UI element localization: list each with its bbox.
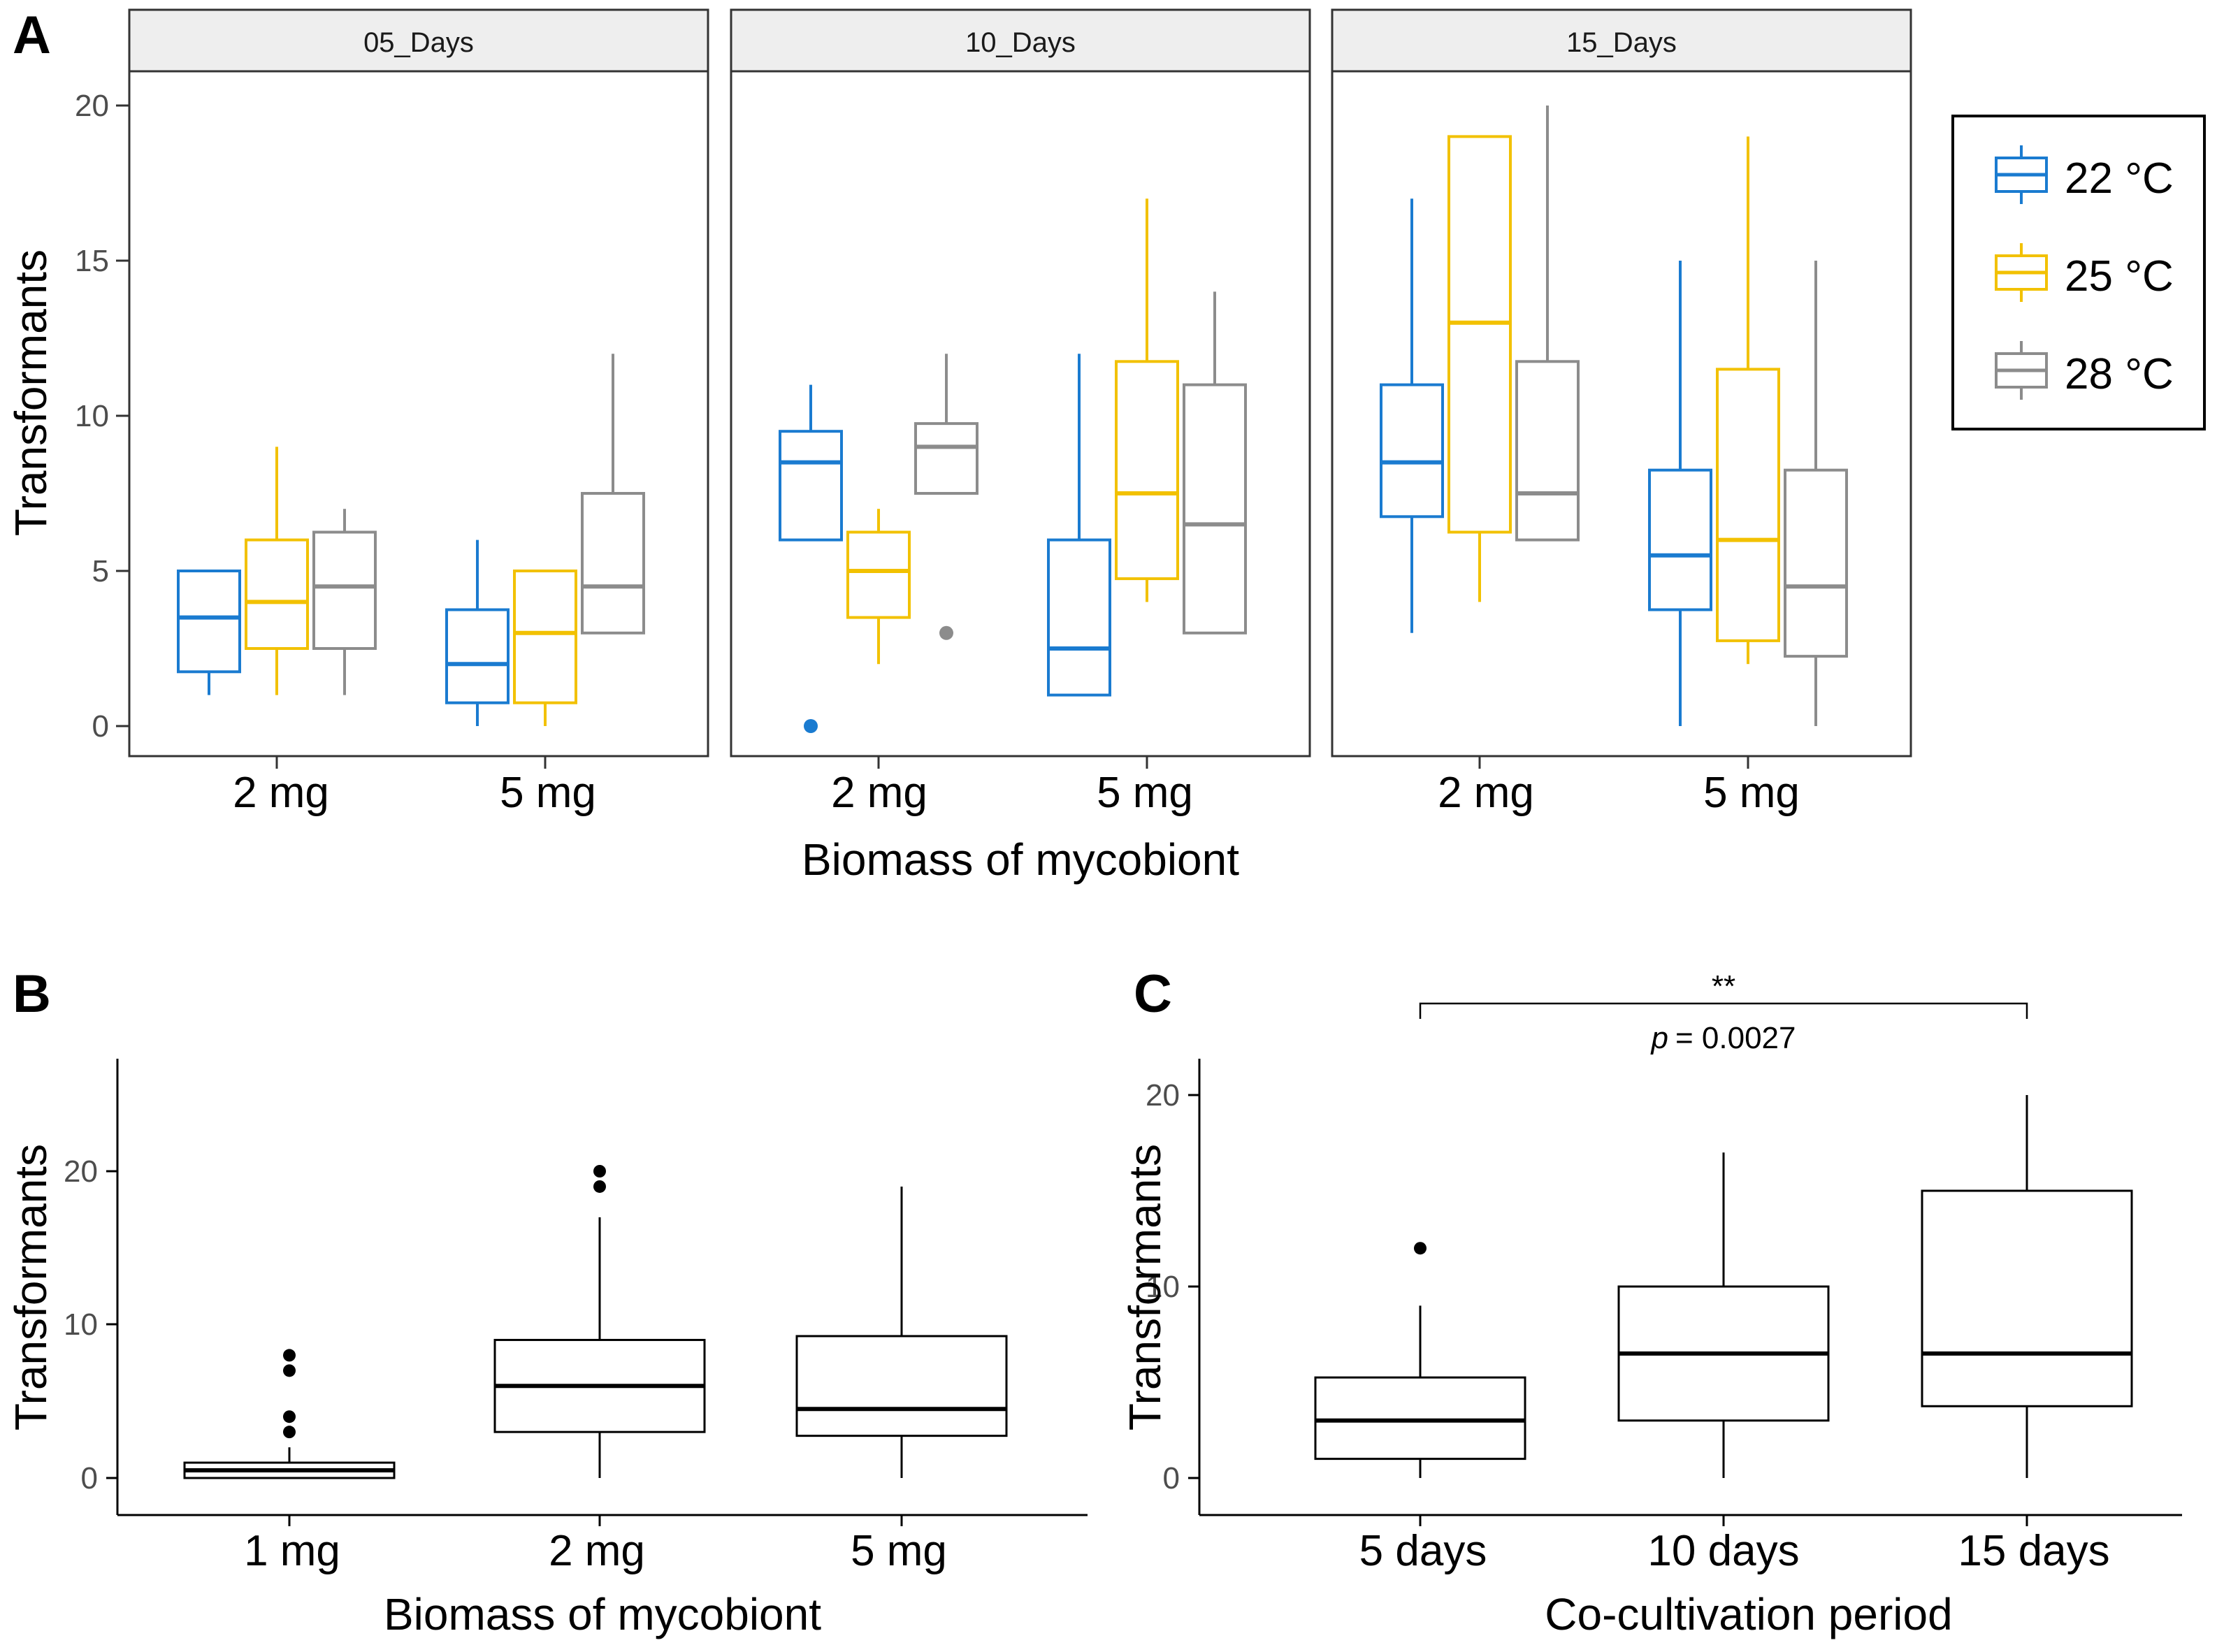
box-c22-box [1648, 468, 1712, 611]
panel-b-ytick-20: 20 [64, 1154, 98, 1189]
facet-10-days-strip [730, 8, 1311, 73]
box-outlier [593, 1180, 606, 1193]
panel-c-x-title: Co-cultivation period [1545, 1589, 1952, 1639]
legend-label-25c: 25 °C [2065, 252, 2174, 300]
panel-b-marks [183, 1165, 1008, 1479]
facet-15-days-marks [1380, 106, 1848, 726]
panel-c-letter: C [1134, 964, 1172, 1024]
facet-10-days-xtick-2mg: 2 mg [831, 769, 927, 817]
panel-a-y-axis: 0 5 10 15 20 Transformants [6, 89, 129, 744]
facet-15-days-label: 15_Days [1566, 27, 1677, 58]
facet-05-days-label: 05_Days [363, 27, 474, 58]
box-c28-box [1515, 360, 1580, 542]
panel-b-xtick-2mg: 2 mg [549, 1527, 645, 1575]
box-c22-box [177, 570, 241, 674]
box-c22-box [1047, 538, 1111, 697]
facet-10-days-label: 10_Days [965, 27, 1076, 58]
facet-05-days: 05_Days 2 mg 5 mg [128, 8, 709, 817]
panel-b: B 0 10 20 Transformants 1 mg 2 mg 5 mg B… [6, 964, 1088, 1639]
panel-a-ytick-0: 0 [92, 709, 109, 744]
panel-b-xtick-5mg: 5 mg [851, 1527, 947, 1575]
facet-10-days-xtick-5mg: 5 mg [1097, 769, 1193, 817]
p-value: = 0.0027 [1675, 1021, 1796, 1055]
panel-c-ytick-10: 10 [1146, 1270, 1180, 1304]
legend: 22 °C 25 °C 28 °C [1951, 115, 2206, 430]
box-c22-outlier [804, 719, 818, 733]
box-c25-box [245, 538, 309, 650]
p-value-label: p = 0.0027 [1650, 1021, 1796, 1055]
box-box [1921, 1189, 2133, 1407]
box-c28-box [581, 492, 645, 635]
facet-05-days-xtick-2mg: 2 mg [233, 769, 329, 817]
panel-c-xtick-15days: 15 days [1958, 1527, 2109, 1575]
facet-05-days-marks [177, 354, 645, 726]
panel-a-x-title: Biomass of mycobiont [802, 834, 1239, 885]
box-c25-box [1716, 368, 1780, 642]
panel-c-xtick-10days: 10 days [1647, 1527, 1799, 1575]
facet-05-days-strip [128, 8, 709, 73]
facet-15-days-strip [1331, 8, 1912, 73]
facet-05-days-xtick-5mg: 5 mg [500, 769, 596, 817]
box-c28-box [914, 422, 978, 495]
box-box [1314, 1376, 1526, 1461]
panel-b-x-title: Biomass of mycobiont [384, 1589, 821, 1639]
legend-keys [1995, 145, 2048, 400]
box-outlier [283, 1410, 296, 1423]
panel-a: A 0 5 10 15 20 Transformants 05_Days 2 m… [6, 6, 2206, 885]
legend-label-22c: 22 °C [2065, 154, 2174, 203]
box-c25-box [1447, 135, 1512, 534]
panel-a-ytick-5: 5 [92, 554, 109, 588]
panel-a-ytick-20: 20 [75, 89, 109, 123]
significance-stars: ** [1712, 969, 1735, 1003]
facet-15-days-xtick-5mg: 5 mg [1703, 769, 1800, 817]
box-c22-box [445, 608, 510, 704]
panel-b-xtick-1mg: 1 mg [244, 1527, 340, 1575]
p-symbol: p [1650, 1021, 1668, 1055]
box-c25-box [513, 570, 577, 704]
facet-15-days-xtick-2mg: 2 mg [1438, 769, 1534, 817]
panel-b-y-title: Transformants [6, 1144, 56, 1430]
box-c25-box [846, 530, 911, 619]
legend-label-28c: 28 °C [2065, 350, 2174, 398]
panel-a-ytick-15: 15 [75, 244, 109, 278]
facet-10-days: 10_Days 2 mg 5 mg [730, 8, 1311, 817]
panel-c-marks [1314, 1095, 2133, 1478]
significance-bracket [1419, 1002, 2028, 1019]
panel-c-xtick-5days: 5 days [1359, 1527, 1487, 1575]
box-c25-box [1115, 360, 1179, 581]
panel-c-ytick-0: 0 [1163, 1461, 1180, 1495]
box-c22-box [1380, 383, 1444, 519]
panel-b-ytick-0: 0 [81, 1461, 98, 1495]
box-box [795, 1335, 1008, 1437]
box-c22-box [779, 430, 843, 542]
box-outlier [1414, 1242, 1427, 1255]
panel-b-ytick-10: 10 [64, 1307, 98, 1342]
box-c28-box [1784, 468, 1848, 658]
box-outlier [283, 1349, 296, 1362]
box-c28-box [312, 530, 377, 650]
panel-c-ytick-20: 20 [1146, 1078, 1180, 1113]
box-c28-box [1183, 383, 1247, 635]
panel-b-letter: B [13, 964, 51, 1024]
box-outlier [283, 1364, 296, 1377]
facet-15-days: 15_Days 2 mg 5 mg [1331, 8, 1912, 817]
box-outlier [283, 1426, 296, 1439]
box-c28-outlier [939, 625, 953, 640]
panel-a-ytick-10: 10 [75, 399, 109, 433]
box-outlier [593, 1165, 606, 1178]
panel-a-letter: A [13, 6, 51, 65]
panel-c-y-title: Transformants [1120, 1144, 1170, 1430]
panel-c: C 0 10 20 Transformants ** p = 0.0027 5 d… [1120, 964, 2182, 1639]
facet-10-days-marks [779, 198, 1247, 733]
panel-a-y-title: Transformants [6, 249, 56, 536]
